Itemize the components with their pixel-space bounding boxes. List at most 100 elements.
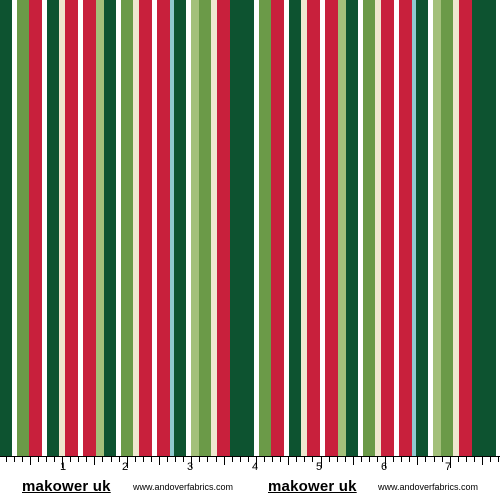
stripe-cream [453,0,459,456]
ruler-tick [143,457,144,462]
ruler-tick [38,457,39,462]
ruler-tick [385,457,386,468]
stripe-cream [301,0,307,456]
stripe-darkgreen [289,0,301,456]
stripe-lightgreen [338,0,346,456]
stripe-green [259,0,271,456]
stripe-red [65,0,78,456]
ruler-tick [224,457,225,465]
stripe-darkgreen [416,0,428,456]
ruler-tick [94,457,95,465]
stripe-lightgreen [96,0,104,456]
ruler-number-4: 4 [252,461,259,473]
ruler-tick [361,457,362,462]
brand-label-right: makower uk [268,478,357,495]
stripe-red [271,0,284,456]
stripe-darkgreen [346,0,358,456]
stripe-white [116,0,121,456]
stripe-red [217,0,230,456]
ruler-tick [409,457,410,462]
ruler-tick [240,457,241,462]
ruler-tick [62,457,63,468]
ruler-tick [296,457,297,462]
stripe-red [399,0,412,456]
stripe-white [284,0,289,456]
stripe-darkgreen [47,0,59,456]
stripe-darkgreen [230,0,242,456]
website-label-left: www.andoverfabrics.com [133,482,234,492]
stripe-darkgreen [0,0,12,456]
ruler-tick [86,457,87,462]
stripe-darkgreen [242,0,254,456]
ruler-tick [14,457,15,462]
stripe-white [186,0,191,456]
stripe-cream [59,0,65,456]
stripe-darkgreen [484,0,496,456]
ruler-tick [369,457,370,462]
stripe-darkgreen [472,0,484,456]
stripe-white [254,0,259,456]
ruler-tick [474,457,475,462]
stripe-darkgreen [174,0,186,456]
ruler-tick [167,457,168,462]
stripe-green [17,0,29,456]
ruler-tick [78,457,79,462]
ruler-tick [304,457,305,462]
ruler-number-1: 1 [60,461,67,473]
stripe-darkgreen [104,0,116,456]
ruler-tick [207,457,208,462]
stripe-red [29,0,42,456]
website-label-right: www.andoverfabrics.com [378,482,479,492]
ruler-tick [119,457,120,462]
stripe-white [320,0,325,456]
ruler-tick [288,457,289,465]
ruler-tick [199,457,200,462]
ruler-tick [482,457,483,465]
ruler-tick [232,457,233,462]
stripe-cream [375,0,381,456]
ruler-tick [175,457,176,462]
ruler-number-5: 5 [316,461,323,473]
ruler-tick [127,457,128,468]
ruler-number-3: 3 [187,461,194,473]
ruler-tick [377,457,378,462]
ruler-tick [458,457,459,462]
ruler-tick [312,457,313,462]
ruler-edge-line [0,456,500,457]
stripe-lightgreen [191,0,199,456]
ruler-tick [321,457,322,468]
stripe-red [139,0,152,456]
ruler-tick [46,457,47,462]
ruler-tick [498,457,499,462]
ruler-number-7: 7 [445,461,452,473]
stripe-fabric-swatch [0,0,496,456]
ruler-tick [353,457,354,465]
ruler-tick [102,457,103,462]
ruler-tick [135,457,136,462]
ruler-tick [490,457,491,462]
ruler-tick [280,457,281,462]
ruler-tick [264,457,265,462]
ruler-tick [248,457,249,462]
ruler-tick [417,457,418,465]
stripe-white [152,0,157,456]
stripe-red [157,0,170,456]
stripe-aqua [170,0,174,456]
stripe-red [325,0,338,456]
stripe-red [307,0,320,456]
stripe-white [12,0,17,456]
ruler-tick [191,457,192,468]
ruler-tick [159,457,160,465]
ruler-tick [434,457,435,462]
ruler-tick [6,457,7,462]
ruler-number-6: 6 [381,461,388,473]
stripe-white [394,0,399,456]
ruler-tick [22,457,23,462]
ruler-tick [337,457,338,462]
ruler-tick [425,457,426,462]
ruler-tick [70,457,71,462]
stripe-white [358,0,363,456]
ruler-tick [30,457,31,465]
stripe-cream [133,0,139,456]
stripe-aqua [412,0,416,456]
